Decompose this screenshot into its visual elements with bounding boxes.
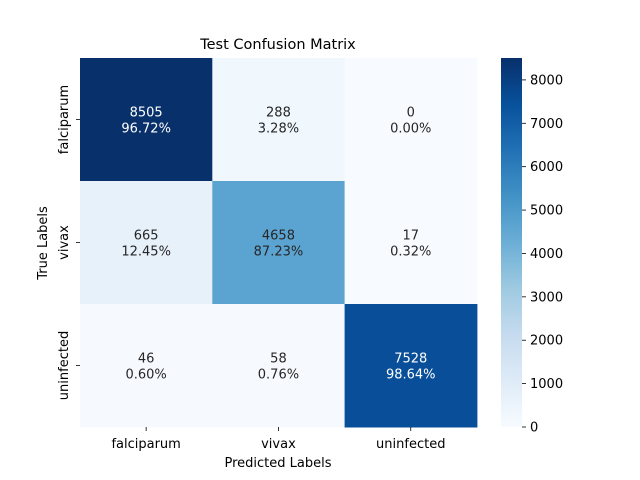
cell-percent-label: 3.28% (258, 122, 299, 137)
heatmap-cell (80, 304, 213, 428)
cell-count-label: 7528 (394, 352, 427, 367)
cell-count-label: 58 (270, 352, 287, 367)
cell-count-label: 0 (407, 106, 415, 121)
cell-percent-label: 87.23% (254, 245, 304, 260)
cell-count-label: 4658 (262, 229, 295, 244)
heatmap-cell (344, 304, 478, 428)
colorbar-tick-label: 0 (530, 421, 538, 436)
cell-percent-label: 0.32% (390, 245, 431, 260)
cell-count-label: 288 (266, 106, 291, 121)
y-axis: falciparum vivax uninfected (57, 85, 80, 400)
heatmap-cell (344, 181, 478, 305)
cell-count-label: 8505 (130, 106, 163, 121)
cell-count-label: 17 (402, 229, 419, 244)
x-axis: falciparum vivax uninfected (111, 427, 445, 452)
heatmap-cell (212, 58, 346, 182)
cell-percent-label: 98.64% (386, 368, 436, 383)
x-axis-label: Predicted Labels (224, 456, 331, 471)
cell-count-label: 46 (138, 352, 155, 367)
cell-percent-label: 0.60% (125, 368, 166, 383)
colorbar-tick-label: 8000 (530, 73, 563, 88)
cell-percent-label: 0.76% (258, 368, 299, 383)
colorbar-tick-label: 7000 (530, 117, 563, 132)
y-tick-label: uninfected (57, 331, 72, 400)
colorbar-tick-label: 6000 (530, 160, 563, 175)
y-tick-label: falciparum (57, 85, 72, 154)
colorbar-axis: 0 1000 2000 3000 4000 5000 6000 7000 8000 (522, 73, 563, 436)
x-tick-label: uninfected (376, 437, 445, 452)
colorbar-tick-label: 3000 (530, 290, 563, 305)
cell-percent-label: 0.00% (390, 122, 431, 137)
colorbar (501, 58, 522, 427)
heatmap-cell (80, 181, 213, 305)
x-tick-label: falciparum (111, 437, 180, 452)
colorbar-tick-label: 4000 (530, 247, 563, 262)
y-tick-label: vivax (57, 225, 72, 260)
colorbar-tick-label: 1000 (530, 377, 563, 392)
colorbar-tick-label: 2000 (530, 334, 563, 349)
heatmap-cell (80, 58, 213, 182)
cell-percent-label: 12.45% (121, 245, 171, 260)
y-axis-label: True Labels (36, 206, 51, 281)
heatmap-cell (212, 181, 346, 305)
colorbar-tick-label: 5000 (530, 204, 563, 219)
chart-title: Test Confusion Matrix (199, 37, 356, 53)
cell-percent-label: 96.72% (121, 122, 171, 137)
x-tick-label: vivax (261, 437, 296, 452)
cell-count-label: 665 (134, 229, 159, 244)
heatmap-cells: 850596.72%2883.28%00.00%66512.45%465887.… (80, 58, 478, 428)
heatmap-cell (344, 58, 478, 182)
heatmap-cell (212, 304, 346, 428)
